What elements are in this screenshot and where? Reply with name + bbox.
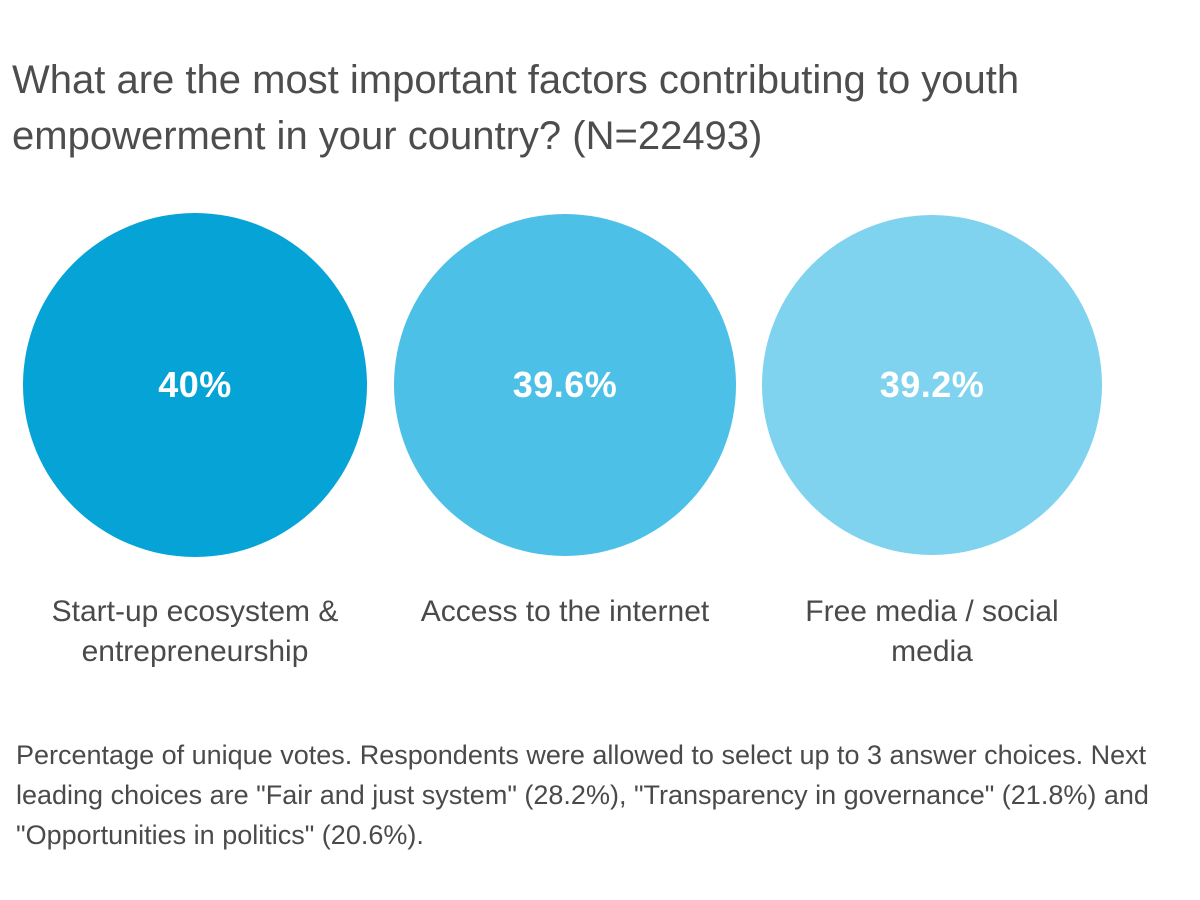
- category-label: Access to the internet: [420, 595, 710, 628]
- bubble-value-label: 39.2%: [879, 363, 985, 405]
- bubble-value-label: 39.6%: [512, 363, 618, 405]
- chart-footnote: Percentage of unique votes. Respondents …: [16, 740, 1149, 850]
- category-label: Start-up ecosystem & entrepreneurship: [51, 595, 339, 668]
- bubble-3: 39.2%: [761, 214, 1103, 556]
- chart-title: What are the most important factors cont…: [12, 58, 1020, 158]
- bubble-2: 39.6%: [393, 213, 737, 557]
- category-label: Free media / social media: [805, 595, 1059, 668]
- bubble-value-label: 40%: [158, 364, 232, 405]
- bubble-1: 40%: [23, 213, 367, 557]
